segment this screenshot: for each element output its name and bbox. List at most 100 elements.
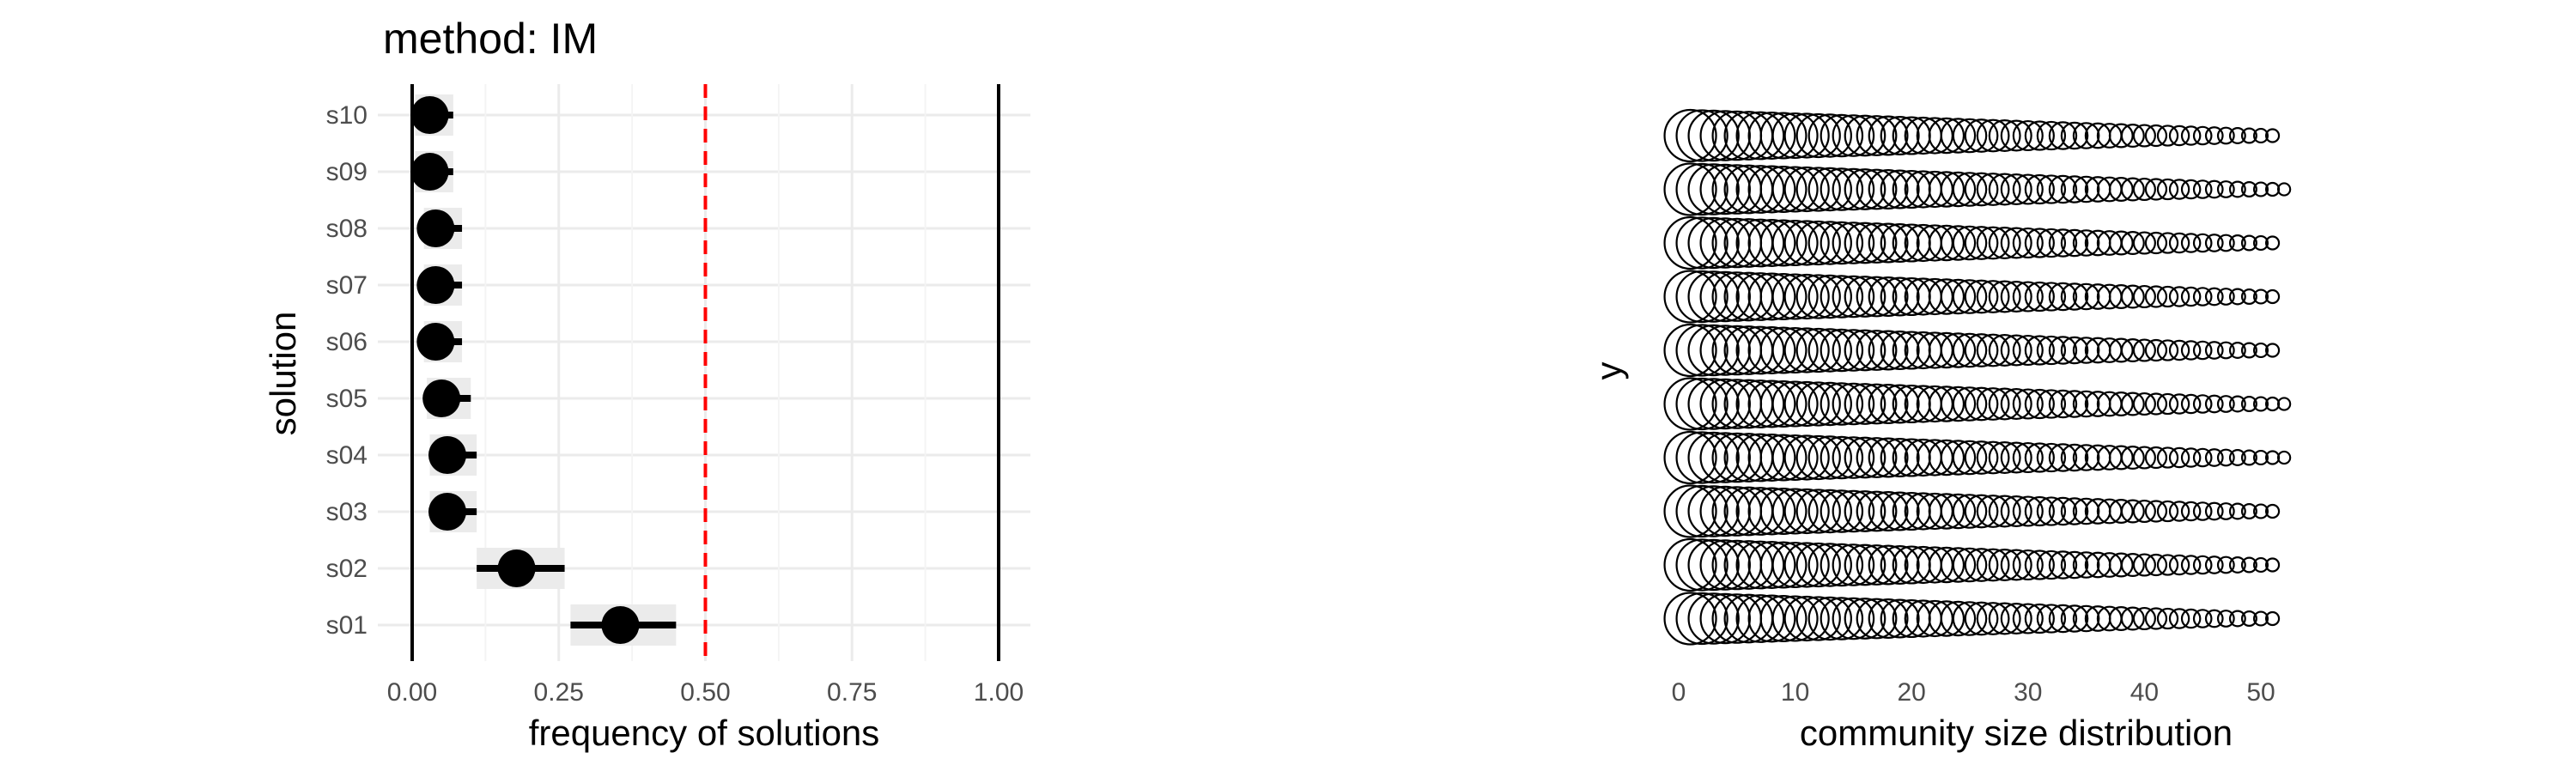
ytick-label-s10: s10 (326, 101, 368, 130)
size-circle (1771, 166, 1819, 213)
size-circle (2108, 337, 2134, 363)
size-circle (1699, 432, 1751, 483)
size-circle (1976, 333, 2010, 367)
size-circle (2144, 553, 2168, 577)
size-circle (1807, 113, 1852, 158)
size-circle (1976, 173, 2010, 206)
size-circle (1844, 598, 1886, 640)
size-circle (1952, 547, 1988, 583)
size-circle (1952, 279, 1988, 314)
size-circle (1807, 489, 1852, 534)
size-circle (2192, 340, 2213, 361)
size-circle (2264, 503, 2281, 519)
size-circle (2048, 550, 2078, 580)
size-circle (2132, 338, 2156, 362)
size-circle (2216, 126, 2235, 145)
size-circle (1832, 436, 1875, 479)
size-circle (2144, 124, 2168, 148)
size-circle (2012, 549, 2044, 581)
size-circle (2168, 608, 2190, 629)
size-circle (1783, 273, 1830, 320)
size-circle (2132, 392, 2156, 416)
size-circle (2024, 603, 2055, 634)
size-circle (2240, 234, 2257, 252)
size-circle (2048, 604, 2078, 634)
size-circle (2048, 282, 2078, 312)
size-circle (2048, 336, 2078, 365)
size-circle (2240, 449, 2257, 466)
size-circle (1820, 328, 1864, 373)
size-circle (1735, 379, 1785, 428)
size-circle (1807, 274, 1852, 319)
xtick-label-4: 1.00 (974, 678, 1024, 707)
size-circle (2168, 124, 2190, 147)
size-circle (1687, 270, 1740, 323)
size-circle (2228, 342, 2246, 359)
xtick-label-0: 0.00 (387, 678, 437, 707)
size-circle (2024, 281, 2055, 313)
size-circle (2156, 124, 2179, 147)
size-circle (2120, 177, 2145, 202)
size-circle (1964, 226, 1999, 260)
size-circle (1759, 434, 1807, 482)
size-circle (1964, 494, 1999, 529)
size-circle (1795, 167, 1841, 212)
size-circle (2048, 228, 2078, 258)
size-circle (1675, 324, 1728, 377)
left-axis-lines (410, 84, 1000, 661)
size-circle (1988, 334, 2021, 367)
size-circle (1675, 377, 1728, 431)
size-circle (2240, 556, 2257, 574)
size-circle (2240, 610, 2257, 627)
size-circle (2132, 606, 2156, 631)
size-circle (2000, 334, 2032, 367)
size-circle (2012, 173, 2044, 205)
size-circle (1675, 431, 1728, 484)
size-circle (2024, 228, 2055, 258)
size-circle (1988, 387, 2021, 421)
size-circle (2132, 284, 2156, 309)
size-circle (1880, 384, 1920, 424)
size-circle (1675, 592, 1728, 646)
size-circle (1735, 165, 1785, 214)
size-circle (1807, 381, 1852, 427)
size-circle (1940, 171, 1977, 208)
size-circle (2180, 447, 2202, 468)
left-gridlines (378, 84, 1030, 661)
size-circle (2132, 553, 2156, 577)
size-circle (2072, 229, 2100, 257)
size-circle (1687, 431, 1740, 484)
size-circle (1928, 331, 1965, 369)
size-circle (1844, 543, 1886, 586)
size-circle (2228, 502, 2246, 520)
size-circle (2180, 608, 2202, 629)
size-circle (2108, 392, 2134, 416)
size-circle (1747, 487, 1796, 536)
size-circle (1735, 487, 1785, 536)
size-circle (2024, 549, 2055, 580)
ytick-label-s08: s08 (326, 215, 368, 243)
ytick-label-s01: s01 (326, 611, 368, 640)
size-circle (2228, 127, 2246, 144)
size-circle (1952, 494, 1988, 529)
size-circle (2252, 449, 2269, 466)
size-circle (1856, 330, 1898, 371)
size-circle (1675, 216, 1728, 270)
size-circle (1952, 386, 1988, 422)
size-circle (2036, 335, 2067, 366)
size-circle (2000, 388, 2032, 421)
point-s08 (416, 209, 455, 247)
size-circle (1820, 489, 1864, 533)
right-panel: 0 10 20 30 40 50 community size distribution … (1589, 108, 2292, 753)
size-circle (2168, 179, 2190, 200)
size-circle (1747, 165, 1796, 214)
size-circle (1952, 118, 1988, 154)
size-circle (1735, 218, 1785, 268)
left-ytick-labels: s01 s02 s03 s04 s05 s06 s07 s08 s09 s10 (326, 101, 368, 640)
size-circle (1976, 602, 2010, 635)
size-circle (1928, 493, 1965, 530)
size-circle (1964, 440, 1999, 475)
size-circle (2108, 445, 2134, 470)
size-circle (1735, 433, 1785, 483)
size-circle (1856, 383, 1898, 425)
